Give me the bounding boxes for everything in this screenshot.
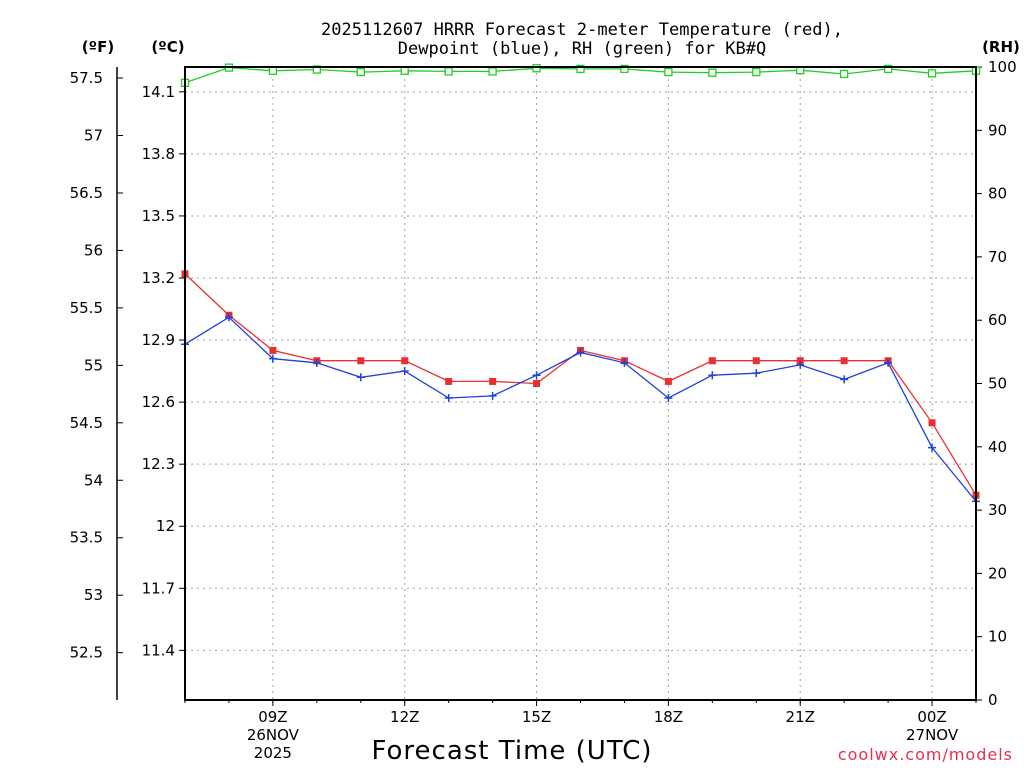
x-tick-label: 12Z xyxy=(390,708,419,726)
fahrenheit-tick-label: 56 xyxy=(84,241,103,259)
x-tick-label: 18Z xyxy=(654,708,683,726)
fahrenheit-tick-label: 55.5 xyxy=(70,299,103,317)
fahrenheit-tick-label: 54.5 xyxy=(70,414,103,432)
source-credit: coolwx.com/models xyxy=(838,745,1013,764)
temperature-point xyxy=(445,377,453,385)
rh-point xyxy=(883,64,893,74)
rh-tick-label: 20 xyxy=(988,564,1007,582)
x-date-label: 26NOV xyxy=(247,726,300,744)
rh-unit-label: (RH) xyxy=(982,38,1020,56)
dewpoint-point xyxy=(796,360,805,369)
data-series xyxy=(180,63,981,506)
celsius-tick-label: 13.5 xyxy=(142,207,175,225)
rh-point xyxy=(664,67,673,77)
rh-point xyxy=(708,68,717,77)
celsius-tick-label: 14.1 xyxy=(142,83,175,101)
temperature-point xyxy=(708,357,716,365)
fahrenheit-tick-label: 57 xyxy=(84,126,103,144)
dewpoint-point xyxy=(356,373,365,382)
rh-point xyxy=(488,67,497,76)
dewpoint-point xyxy=(400,367,409,376)
fahrenheit-tick-label: 53.5 xyxy=(70,529,103,547)
dewpoint-point xyxy=(268,354,277,363)
rh-point xyxy=(840,69,849,79)
rh-point xyxy=(356,67,365,77)
rh-tick-label: 80 xyxy=(988,185,1007,203)
rh-point xyxy=(532,64,541,73)
temperature-point xyxy=(489,377,497,385)
fahrenheit-tick-label: 52.5 xyxy=(70,644,103,662)
x-tick-label: 00Z xyxy=(917,708,946,726)
temperature-point xyxy=(752,357,760,365)
x-tick-label: 21Z xyxy=(786,708,815,726)
fahrenheit-unit-label: (ºF) xyxy=(82,38,114,56)
rh-point xyxy=(576,64,585,74)
celsius-tick-label: 13.8 xyxy=(142,145,175,163)
rh-tick-label: 70 xyxy=(988,248,1007,266)
grid-lines xyxy=(185,67,976,700)
celsius-tick-label: 12 xyxy=(156,517,175,535)
x-date-label: 27NOV xyxy=(906,726,959,744)
x-tick-label: 09Z xyxy=(258,708,287,726)
rh-tick-label: 90 xyxy=(988,121,1007,139)
fahrenheit-tick-label: 57.5 xyxy=(70,69,103,87)
dewpoint-point xyxy=(532,371,541,380)
dewpoint-point xyxy=(312,358,321,367)
dewpoint-point xyxy=(752,369,761,378)
temperature-line xyxy=(184,273,977,496)
fahrenheit-tick-label: 55 xyxy=(84,356,103,374)
chart-title-line-2: Dewpoint (blue), RH (green) for KB#Q xyxy=(398,39,766,59)
temperature-point xyxy=(796,357,804,365)
dewpoint-point xyxy=(708,371,717,380)
temperature-point xyxy=(928,419,936,427)
dewpoint-point xyxy=(224,313,233,322)
celsius-unit-label: (ºC) xyxy=(151,38,184,56)
temperature-point xyxy=(533,380,541,387)
plot-frame xyxy=(184,66,977,701)
x-axis-title: Forecast Time (UTC) xyxy=(371,736,652,766)
dewpoint-point xyxy=(884,358,893,367)
rh-point xyxy=(268,66,278,75)
rh-tick-label: 100 xyxy=(988,58,1017,76)
chart-title-line-1: 2025112607 HRRR Forecast 2-meter Tempera… xyxy=(321,20,843,40)
rh-tick-label: 60 xyxy=(988,311,1007,329)
fahrenheit-tick-label: 54 xyxy=(84,471,103,489)
rh-point xyxy=(927,69,937,78)
fahrenheit-tick-label: 56.5 xyxy=(70,184,103,202)
dewpoint-line xyxy=(184,316,977,502)
x-tick-label: 15Z xyxy=(522,708,551,726)
rh-tick-label: 40 xyxy=(988,438,1007,456)
dewpoint-point xyxy=(840,375,849,384)
rh-tick-label: 0 xyxy=(988,691,998,709)
rh-tick-label: 50 xyxy=(988,375,1007,393)
temperature-point xyxy=(840,357,848,365)
rh-point xyxy=(444,67,453,76)
fahrenheit-tick-label: 53 xyxy=(84,586,103,604)
celsius-tick-label: 12.9 xyxy=(142,331,175,349)
rh-point xyxy=(752,67,761,77)
temperature-point xyxy=(664,377,672,385)
dewpoint-point xyxy=(620,358,629,367)
celsius-tick-label: 11.4 xyxy=(142,641,175,659)
axis-ticks: 14.113.813.513.212.912.612.31211.711.409… xyxy=(70,58,1017,762)
rh-tick-label: 30 xyxy=(988,501,1007,519)
x-year-label: 2025 xyxy=(254,744,292,762)
rh-point xyxy=(620,64,629,74)
dewpoint-point xyxy=(576,348,585,357)
celsius-tick-label: 13.2 xyxy=(142,269,175,287)
dewpoint-point xyxy=(928,443,937,452)
celsius-tick-label: 12.3 xyxy=(142,455,175,473)
celsius-tick-label: 11.7 xyxy=(142,579,175,597)
temperature-point xyxy=(357,357,365,365)
temperature-point xyxy=(269,346,277,354)
dewpoint-point xyxy=(664,393,673,402)
rh-point xyxy=(400,66,409,75)
dewpoint-point xyxy=(488,391,497,400)
rh-tick-label: 10 xyxy=(988,628,1007,646)
celsius-tick-label: 12.6 xyxy=(142,393,175,411)
dewpoint-point xyxy=(444,393,453,402)
temperature-point xyxy=(401,357,409,365)
